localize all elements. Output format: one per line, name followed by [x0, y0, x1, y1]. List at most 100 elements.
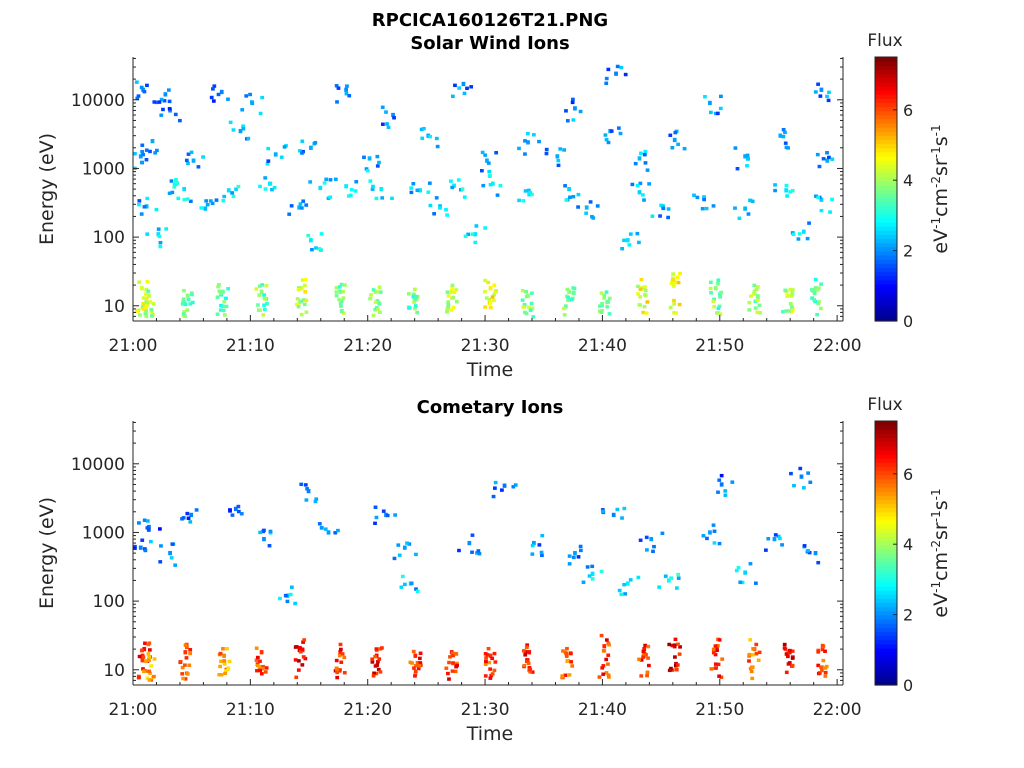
heatmap-cell: [638, 287, 643, 291]
heatmap-cell: [649, 536, 654, 542]
heatmap-cell: [600, 301, 604, 306]
colorbar-segment: [875, 656, 897, 661]
heatmap-cell: [147, 648, 152, 652]
heatmap-cell: [205, 203, 210, 207]
heatmap-cell: [377, 285, 382, 289]
heatmap-cell: [288, 592, 293, 597]
heatmap-cell: [414, 294, 419, 299]
heatmap-cell: [752, 292, 756, 296]
heatmap-cell: [643, 643, 648, 648]
heatmap-cell: [783, 141, 788, 145]
heatmap-cell: [807, 221, 811, 225]
heatmap-cell: [375, 154, 380, 159]
heatmap-cell: [786, 662, 791, 666]
heatmap-cell: [434, 136, 439, 141]
colorbar-segment: [875, 209, 897, 215]
heatmap-cell: [158, 240, 163, 245]
heatmap-cell: [451, 653, 456, 658]
heatmap-cell: [143, 641, 147, 645]
heatmap-cell: [601, 664, 606, 668]
heatmap-cell: [170, 190, 175, 195]
colorbar-segment: [875, 65, 897, 70]
colorbar-units: eV-1cm-2sr-1s-1: [929, 488, 952, 617]
heatmap-cell: [669, 281, 674, 286]
heatmap-cell: [750, 665, 755, 669]
heatmap-cell: [370, 657, 375, 661]
heatmap-cell: [817, 671, 822, 675]
heatmap-cell: [415, 660, 420, 665]
heatmap-cell: [143, 548, 148, 553]
heatmap-cell: [790, 291, 794, 295]
heatmap-cell: [374, 671, 379, 676]
heatmap-cell: [532, 540, 536, 546]
heatmap-cell: [335, 667, 339, 671]
heatmap-cell: [783, 130, 787, 135]
y-tick-label: 100: [93, 228, 125, 248]
heatmap-cell: [517, 198, 521, 203]
heatmap-cell: [386, 125, 391, 130]
heatmap-cell: [562, 313, 567, 317]
heatmap-cell: [376, 660, 380, 664]
heatmap-cell: [457, 548, 461, 553]
heatmap-cell: [823, 674, 828, 678]
colorbar-segment: [875, 478, 897, 484]
colorbar-segment: [875, 577, 897, 583]
heatmap-cell: [638, 181, 643, 186]
heatmap-cell: [717, 674, 721, 678]
heatmap-cell: [182, 309, 187, 314]
colorbar-segment: [875, 184, 897, 190]
heatmap-cell: [749, 669, 754, 674]
colorbar-segment: [875, 168, 897, 174]
heatmap-cell: [604, 137, 609, 142]
heatmap-cell: [521, 199, 526, 203]
colorbar-segment: [875, 131, 897, 136]
colorbar-segment: [875, 189, 897, 194]
heatmap-cell: [299, 206, 304, 210]
y-axis-label: Energy (eV): [36, 497, 58, 609]
heatmap-cell: [743, 206, 748, 211]
colorbar-segment: [875, 164, 897, 169]
heatmap-cell: [380, 646, 384, 650]
heatmap-cell: [606, 140, 611, 145]
heatmap-cell: [417, 663, 422, 668]
heatmap-cell: [455, 299, 459, 304]
heatmap-cell: [334, 84, 339, 88]
heatmap-cell: [228, 120, 233, 125]
heatmap-cell: [392, 116, 396, 120]
heatmap-cell: [406, 292, 411, 296]
colorbar-segment: [875, 300, 897, 306]
heatmap-cell: [231, 128, 236, 132]
colorbar-tick-label: 2: [903, 606, 913, 625]
colorbar-segment: [875, 520, 897, 525]
heatmap-cell: [261, 313, 266, 317]
heatmap-cell: [185, 197, 190, 201]
colorbar-segment: [875, 110, 897, 116]
heatmap-cell: [304, 298, 309, 303]
heatmap-cell: [717, 478, 722, 482]
heatmap-cell: [500, 488, 504, 492]
heatmap-cell: [289, 585, 294, 589]
heatmap-cell: [601, 672, 606, 676]
heatmap-cell: [650, 214, 655, 218]
heatmap-cell: [371, 184, 375, 189]
heatmap-cell: [150, 314, 154, 318]
y-tick-label: 1000: [82, 159, 125, 179]
heatmap-cell: [146, 528, 151, 532]
heatmap-cell: [333, 531, 338, 535]
heatmap-cell: [823, 649, 827, 653]
heatmap-cell: [617, 588, 622, 593]
heatmap-cell: [708, 286, 713, 291]
heatmap-cell: [672, 298, 676, 303]
heatmap-cell: [390, 196, 394, 201]
heatmap-cell: [144, 204, 149, 209]
heatmap-cell: [778, 133, 783, 138]
x-tick-label: 21:50: [695, 336, 744, 356]
heatmap-cell: [303, 290, 308, 294]
heatmap-cell: [149, 309, 154, 314]
heatmap-cell: [371, 288, 376, 292]
heatmap-cells: [133, 466, 829, 682]
heatmap-cell: [266, 159, 271, 163]
heatmap-cell: [144, 148, 149, 152]
heatmap-cell: [141, 669, 146, 674]
